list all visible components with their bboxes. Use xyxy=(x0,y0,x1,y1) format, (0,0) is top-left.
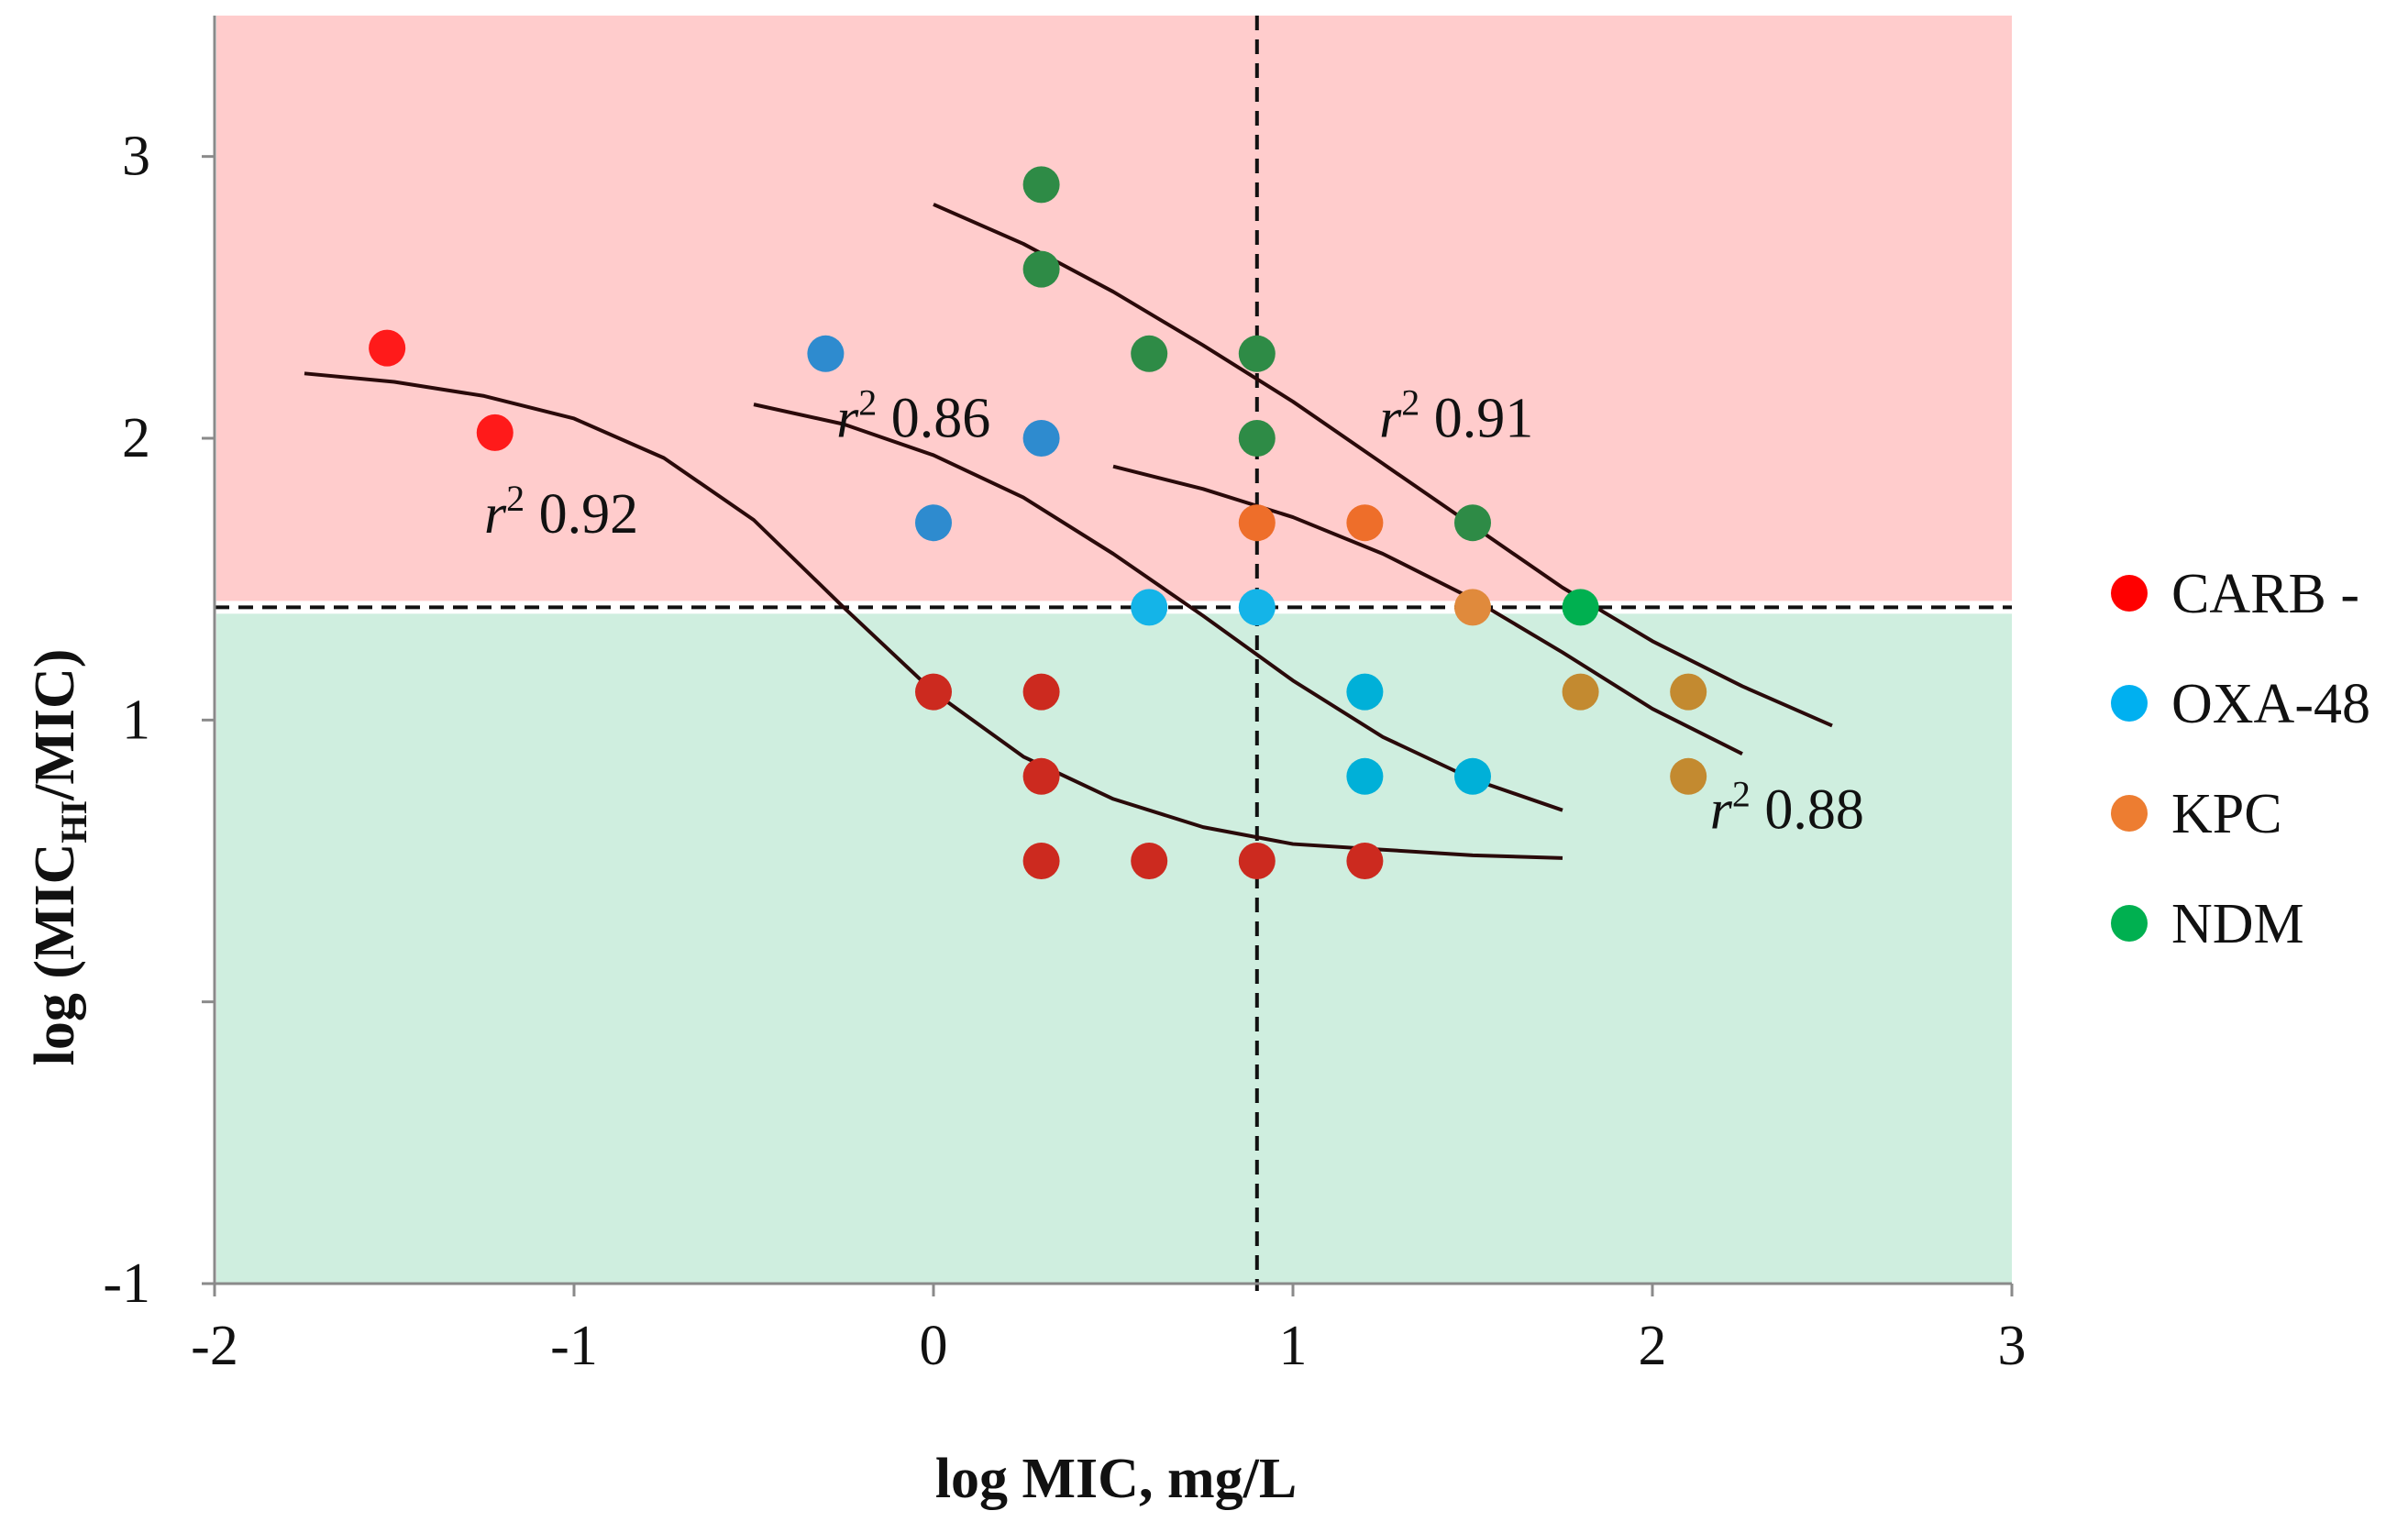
legend-label-oxa-48: OXA-48 xyxy=(2171,673,2370,735)
point-carb xyxy=(1022,843,1060,879)
point-oxa-48 xyxy=(807,335,845,372)
data-points xyxy=(369,166,1707,879)
region-susceptible xyxy=(216,607,2012,1284)
x-tick-label: 0 xyxy=(920,1315,948,1377)
x-tick-label: -2 xyxy=(191,1315,238,1377)
y-tick-label: -1 xyxy=(103,1252,150,1315)
point-kpc xyxy=(1238,504,1276,542)
x-tick-label: 1 xyxy=(1279,1315,1308,1377)
legend-label-ndm: NDM xyxy=(2171,893,2304,955)
point-carb xyxy=(1022,757,1060,795)
point-oxa-48 xyxy=(1346,673,1384,711)
point-ndm xyxy=(1238,335,1276,372)
fit-line-oxa48 xyxy=(753,403,1563,812)
point-kpc xyxy=(1670,757,1707,795)
point-ndm xyxy=(1562,589,1599,626)
r2-carb: r2 0.92 xyxy=(484,478,638,546)
y-tick-label: 3 xyxy=(122,126,150,188)
point-kpc xyxy=(1346,504,1384,542)
point-carb xyxy=(1346,843,1384,879)
point-carb xyxy=(915,673,952,711)
fit-line-ndm xyxy=(933,203,1833,728)
x-tick-label: 3 xyxy=(1998,1315,2027,1377)
legend-marker-oxa-48 xyxy=(2111,685,2148,722)
legend-label-carb: CARB - xyxy=(2171,563,2359,625)
point-kpc xyxy=(1562,673,1599,711)
r2-annotations: r2 0.92 r2 0.86 r2 0.91 r2 0.88 xyxy=(484,381,1864,841)
y-axis-title: log (MICHI/MIC) xyxy=(24,649,94,1066)
r2-ndm: r2 0.91 xyxy=(1379,381,1533,449)
point-carb xyxy=(476,414,514,451)
x-axis-title: log MIC, mg/L xyxy=(935,1448,1297,1510)
point-ndm xyxy=(1238,420,1276,457)
y-axis-title-tail: /MIC) xyxy=(24,649,86,801)
point-oxa-48 xyxy=(1454,757,1491,795)
point-ndm xyxy=(1022,250,1060,288)
svg-text:log (MICHI/MIC): log (MICHI/MIC) xyxy=(24,649,94,1066)
point-carb xyxy=(1131,843,1168,879)
point-oxa-48 xyxy=(1346,757,1384,795)
legend-marker-ndm xyxy=(2111,905,2148,942)
fit-line-kpc xyxy=(1112,464,1743,756)
point-ndm xyxy=(1022,166,1060,204)
point-carb xyxy=(369,329,406,367)
y-axis-title-main: log (MIC xyxy=(24,844,86,1066)
legend-label-kpc: KPC xyxy=(2171,783,2282,845)
point-oxa-48 xyxy=(915,504,952,542)
point-kpc xyxy=(1454,589,1491,626)
x-tick-label: -1 xyxy=(550,1315,598,1377)
y-tick-label: 1 xyxy=(122,689,150,751)
point-ndm xyxy=(1454,504,1491,542)
point-kpc xyxy=(1670,673,1707,711)
y-tick-label: 2 xyxy=(122,407,150,469)
point-oxa-48 xyxy=(1131,589,1168,626)
point-oxa-48 xyxy=(1238,589,1276,626)
point-ndm xyxy=(1131,335,1168,372)
point-carb xyxy=(1238,843,1276,879)
legend-marker-carb xyxy=(2111,575,2148,612)
axes: -2 -1 0 1 2 3 -1 1 2 3 xyxy=(103,16,2027,1377)
point-oxa-48 xyxy=(1022,420,1060,457)
legend-marker-kpc xyxy=(2111,795,2148,832)
reference-lines xyxy=(215,16,2012,1291)
legend: CARB - OXA-48 KPC NDM xyxy=(2111,563,2370,955)
x-tick-label: 2 xyxy=(1639,1315,1667,1377)
r2-oxa: r2 0.86 xyxy=(836,381,990,449)
plot-regions xyxy=(216,16,2012,1284)
r2-kpc: r2 0.88 xyxy=(1710,774,1864,842)
point-carb xyxy=(1022,673,1060,711)
region-resistant xyxy=(216,16,2012,608)
y-axis-title-sub: HI xyxy=(53,800,94,844)
